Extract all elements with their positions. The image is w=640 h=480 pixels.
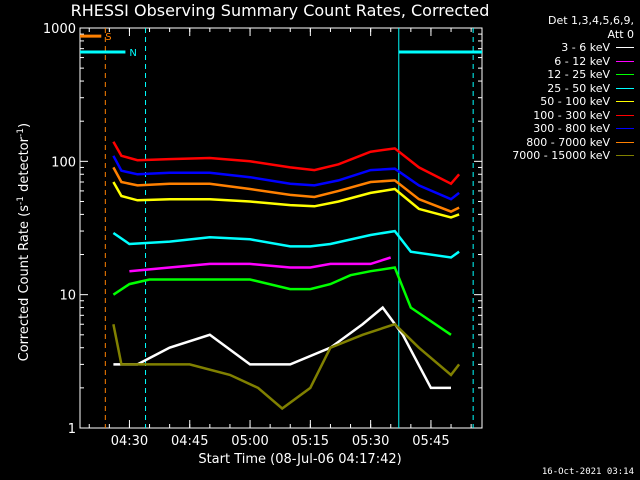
legend-label: 25 - 50 keV — [547, 81, 610, 95]
x-tick-label: 05:45 — [412, 434, 449, 449]
legend-swatch — [616, 128, 634, 130]
x-axis-label: Start Time (08-Jul-06 04:17:42) — [198, 452, 402, 467]
chart-legend: Det 1,3,4,5,6,9, Att 0 3 - 6 keV 6 - 12 k… — [512, 14, 634, 163]
y-axis-label: Corrected Count Rate (s-1 detector-1) — [15, 122, 33, 362]
legend-label: 6 - 12 keV — [554, 54, 610, 68]
legend-entry: 7000 - 15000 keV — [512, 149, 634, 163]
series-line — [112, 155, 460, 201]
legend-label: 50 - 100 keV — [540, 95, 610, 108]
legend-entry: 100 - 300 keV — [512, 109, 634, 123]
series-line — [112, 166, 460, 213]
legend-entry: 800 - 7000 keV — [512, 136, 634, 150]
generated-timestamp: 16-Oct-2021 03:14 — [541, 467, 634, 477]
series-line — [112, 229, 460, 259]
flag-label: S — [105, 32, 111, 43]
legend-swatch — [616, 141, 634, 143]
series-line — [112, 141, 461, 186]
legend-label: 300 - 800 keV — [533, 122, 610, 135]
legend-label: 100 - 300 keV — [533, 108, 610, 122]
legend-swatch — [616, 101, 634, 103]
series-line — [129, 256, 392, 273]
x-tick-label: 04:45 — [171, 434, 208, 449]
legend-entry: 50 - 100 keV — [512, 95, 634, 109]
y-tick-label: 1 — [68, 422, 76, 437]
legend-label: 12 - 25 keV — [547, 68, 610, 81]
y-tick-label: 10 — [59, 289, 76, 304]
legend-entry: 3 - 6 keV — [512, 41, 634, 55]
legend-entry: 6 - 12 keV — [512, 55, 634, 69]
legend-swatch — [616, 114, 634, 116]
legend-attenuator: Att 0 — [607, 27, 634, 41]
legend-entry: 25 - 50 keV — [512, 82, 634, 96]
legend-entry: 12 - 25 keV — [512, 68, 634, 82]
chart-title: RHESSI Observing Summary Count Rates, Co… — [70, 1, 490, 20]
legend-label: 3 - 6 keV — [561, 41, 610, 54]
series-line — [113, 305, 451, 390]
series-line — [112, 181, 460, 219]
x-tick-label: 05:15 — [292, 434, 329, 449]
series-line — [112, 266, 452, 336]
series-line — [112, 322, 461, 411]
legend-swatch — [616, 74, 634, 76]
x-tick-label: 05:30 — [352, 434, 389, 449]
legend-swatch — [616, 87, 634, 89]
plot-frame — [79, 27, 483, 429]
legend-swatch — [616, 155, 634, 157]
legend-detectors: Det 1,3,4,5,6,9, — [547, 14, 634, 27]
x-tick-label: 04:30 — [111, 434, 148, 449]
x-tick-label: 05:00 — [231, 434, 268, 449]
legend-entry: 300 - 800 keV — [512, 122, 634, 136]
legend-swatch — [616, 47, 634, 49]
legend-label: 7000 - 15000 keV — [512, 149, 610, 162]
legend-label: 800 - 7000 keV — [526, 135, 610, 149]
y-tick-label: 100 — [51, 155, 76, 170]
flag-label: N — [129, 48, 136, 59]
y-tick-label: 1000 — [43, 22, 76, 37]
legend-swatch — [616, 60, 634, 62]
